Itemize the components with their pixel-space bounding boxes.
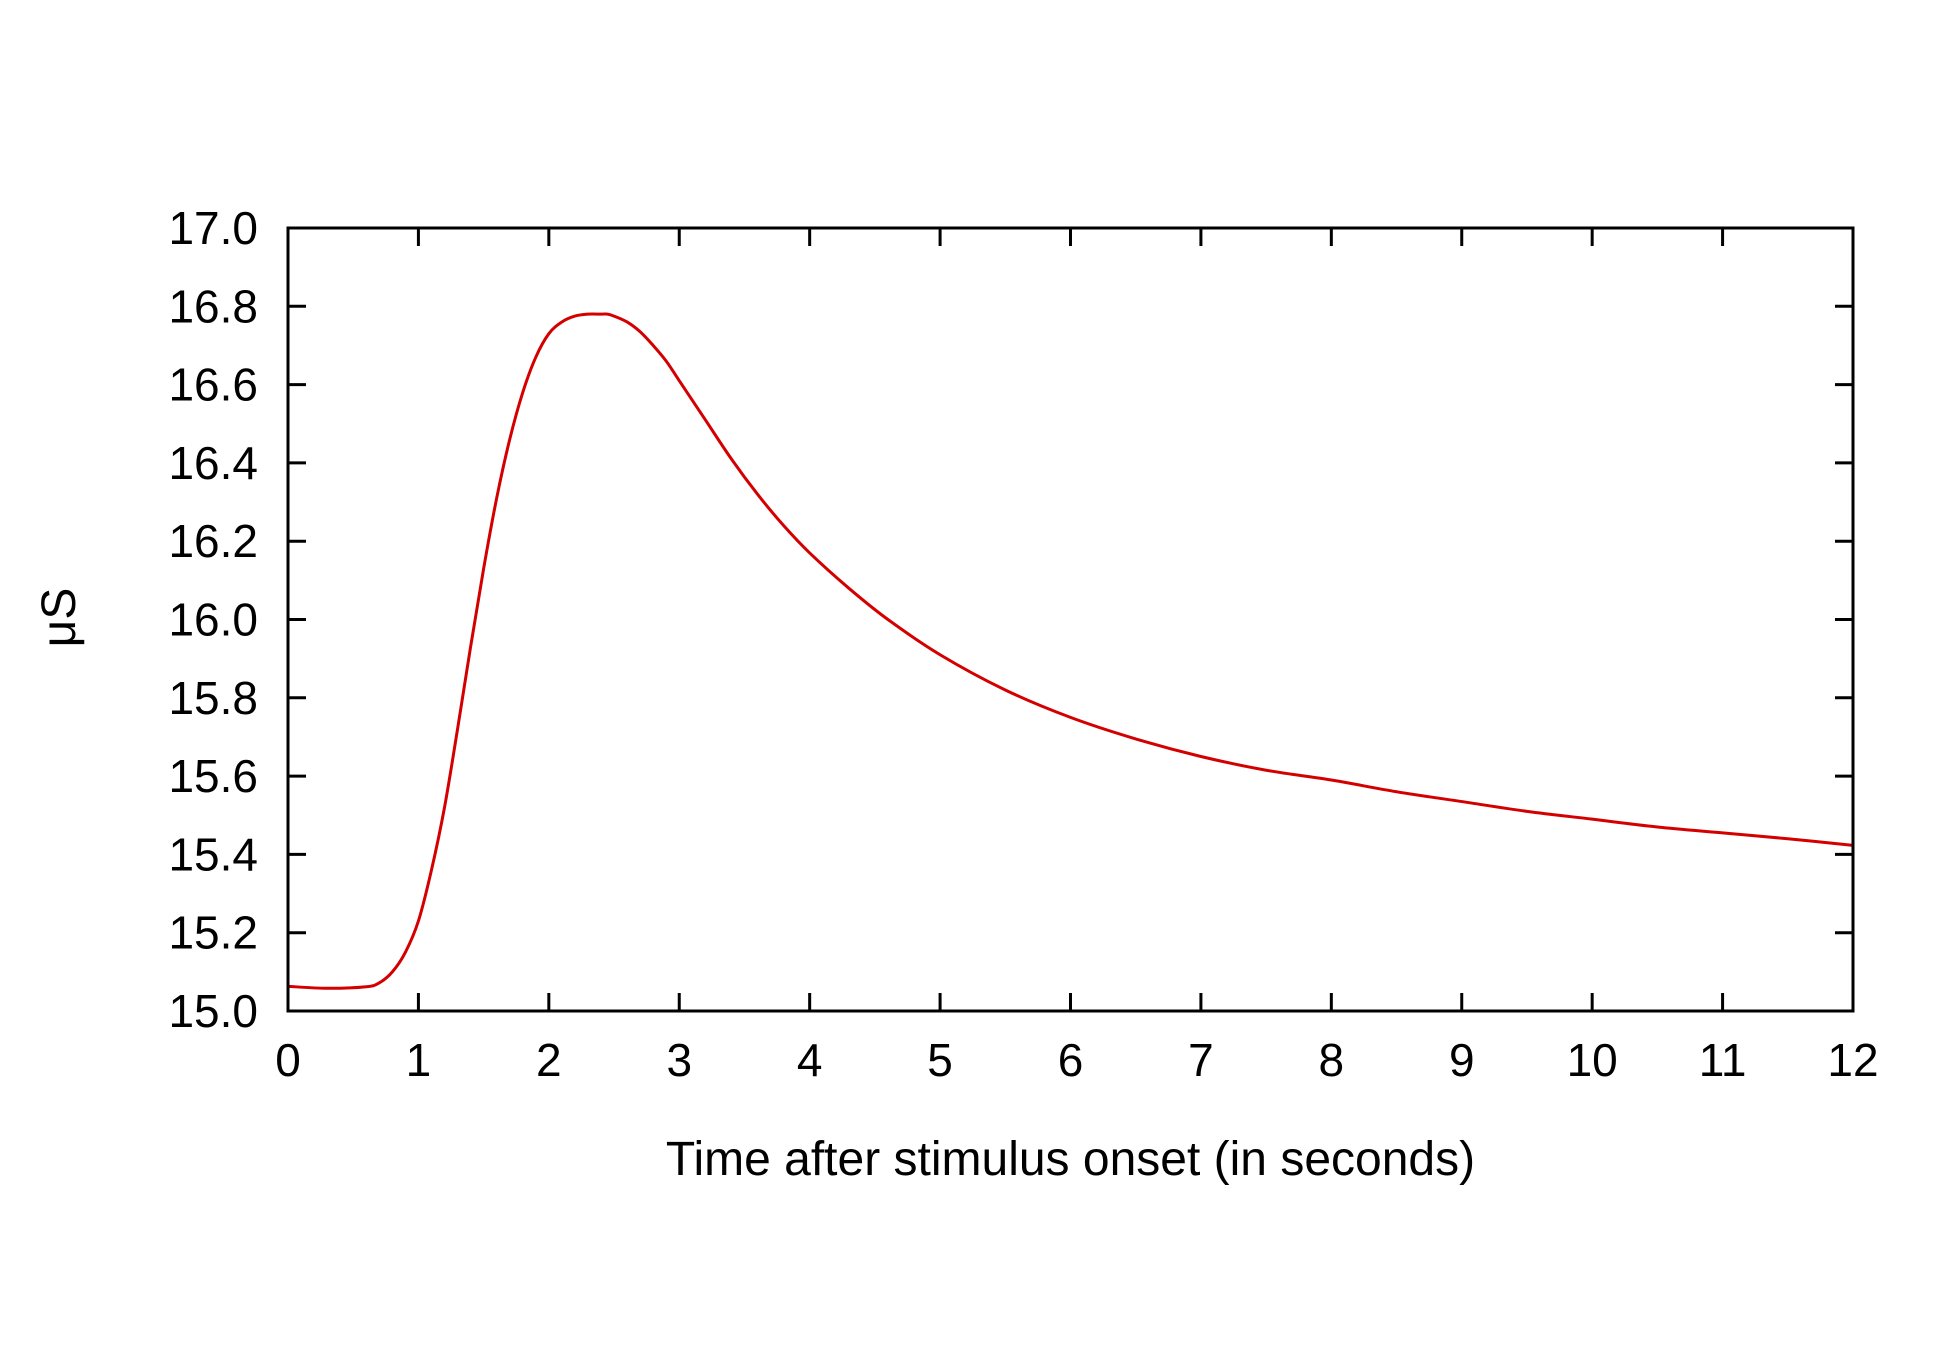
y-tick-label: 17.0 — [168, 202, 258, 254]
ticks-layer — [286, 226, 1855, 1013]
x-tick-label: 3 — [666, 1034, 692, 1086]
x-tick-label: 1 — [406, 1034, 432, 1086]
series-line-0 — [287, 312, 1854, 990]
x-tick-label: 2 — [536, 1034, 562, 1086]
x-tick-label: 10 — [1567, 1034, 1618, 1086]
y-tick-label: 16.6 — [168, 359, 258, 411]
y-tick-label: 16.8 — [168, 280, 258, 332]
x-axis-title: Time after stimulus onset (in seconds) — [666, 1133, 1475, 1186]
y-tick-label: 15.8 — [168, 672, 258, 724]
y-tick-label: 16.4 — [168, 437, 258, 489]
x-tick-label: 7 — [1188, 1034, 1214, 1086]
x-tick-label: 11 — [1699, 1034, 1747, 1086]
x-tick-label: 0 — [275, 1034, 301, 1086]
series-layer — [287, 312, 1854, 990]
x-tick-label: 9 — [1449, 1034, 1475, 1086]
x-tick-labels: 0 1 2 3 4 5 6 7 8 9 10 11 12 — [275, 1034, 1878, 1086]
y-tick-label: 16.0 — [168, 594, 258, 646]
y-tick-label: 15.6 — [168, 750, 258, 802]
x-tick-label: 5 — [927, 1034, 953, 1086]
x-tick-label: 12 — [1827, 1034, 1878, 1086]
y-tick-labels: 15.0 15.2 15.4 15.6 15.8 16.0 16.2 16.4 16.6 16.8… — [168, 202, 258, 1037]
y-axis-title: μS — [33, 588, 86, 648]
plot-frame — [286, 226, 1855, 1013]
x-tick-label: 4 — [797, 1034, 823, 1086]
y-tick-label: 16.2 — [168, 515, 258, 567]
y-tick-label: 15.4 — [168, 828, 258, 880]
x-tick-label: 6 — [1058, 1034, 1084, 1086]
x-tick-label: 8 — [1319, 1034, 1345, 1086]
y-tick-label: 15.0 — [168, 985, 258, 1037]
y-tick-label: 15.2 — [168, 907, 258, 959]
